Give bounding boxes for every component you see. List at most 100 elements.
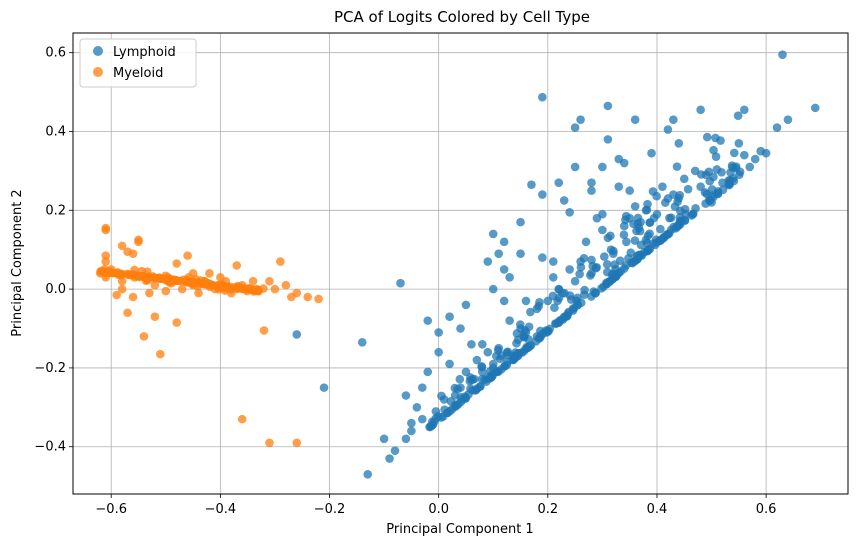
- data-point-lymphoid: [390, 446, 400, 455]
- data-point-lymphoid: [467, 375, 476, 385]
- data-point-lymphoid: [575, 269, 584, 279]
- data-point-myeloid: [270, 284, 280, 294]
- data-point-lymphoid: [505, 316, 514, 325]
- data-point-lymphoid: [570, 276, 580, 286]
- data-point-lymphoid: [635, 226, 645, 236]
- data-point-myeloid: [182, 277, 191, 287]
- data-point-myeloid: [145, 288, 154, 298]
- data-point-myeloid: [248, 276, 258, 286]
- data-point-lymphoid: [778, 50, 787, 59]
- data-point-lymphoid: [417, 414, 427, 424]
- data-point-lymphoid: [750, 154, 760, 164]
- data-point-myeloid: [117, 276, 127, 286]
- data-point-lymphoid: [426, 422, 436, 431]
- data-point-myeloid: [123, 247, 132, 256]
- data-point-lymphoid: [554, 284, 564, 294]
- data-point-lymphoid: [532, 332, 542, 341]
- data-point-lymphoid: [675, 190, 685, 200]
- data-point-lymphoid: [461, 367, 471, 377]
- data-point-lymphoid: [711, 133, 720, 143]
- data-point-lymphoid: [475, 382, 485, 391]
- data-point-lymphoid: [483, 257, 493, 266]
- data-point-myeloid: [292, 288, 302, 298]
- data-point-lymphoid: [292, 330, 302, 339]
- y-tick-label: 0.2: [45, 203, 66, 218]
- data-point-myeloid: [123, 308, 132, 318]
- data-point-lymphoid: [456, 383, 465, 392]
- data-point-myeloid: [232, 284, 242, 294]
- data-point-lymphoid: [487, 372, 497, 382]
- legend-box: [79, 38, 197, 88]
- data-point-lymphoid: [674, 139, 684, 148]
- data-point-myeloid: [303, 292, 312, 302]
- data-point-lymphoid: [696, 182, 705, 191]
- data-point-lymphoid: [451, 400, 460, 409]
- data-point-lymphoid: [672, 162, 682, 171]
- data-point-myeloid: [281, 280, 291, 290]
- data-point-lymphoid: [587, 292, 596, 301]
- data-point-myeloid: [194, 288, 203, 298]
- data-points: [95, 50, 820, 479]
- data-point-lymphoid: [613, 269, 622, 279]
- data-point-myeloid: [292, 438, 302, 448]
- y-tick-label: −0.4: [34, 440, 66, 455]
- data-point-lymphoid: [488, 229, 498, 239]
- x-tick-label: −0.6: [95, 502, 127, 517]
- data-point-myeloid: [117, 241, 127, 251]
- data-point-myeloid: [112, 269, 121, 278]
- data-point-lymphoid: [652, 209, 662, 219]
- data-point-lymphoid: [407, 426, 416, 436]
- data-point-myeloid: [101, 251, 111, 260]
- legend-marker-myeloid: [93, 67, 103, 77]
- data-point-myeloid: [156, 349, 165, 359]
- data-point-lymphoid: [587, 178, 596, 188]
- data-point-lymphoid: [745, 162, 755, 172]
- data-point-lymphoid: [423, 316, 433, 325]
- data-point-lymphoid: [478, 367, 487, 377]
- data-point-lymphoid: [740, 150, 749, 160]
- data-point-lymphoid: [731, 163, 740, 173]
- data-point-lymphoid: [363, 469, 373, 479]
- data-point-lymphoid: [568, 304, 578, 313]
- data-point-lymphoid: [609, 249, 618, 258]
- data-point-lymphoid: [543, 296, 553, 306]
- data-point-lymphoid: [580, 285, 589, 295]
- chart-title: PCA of Logits Colored by Cell Type: [334, 8, 590, 26]
- data-point-lymphoid: [450, 391, 460, 400]
- legend: Lymphoid Myeloid: [79, 38, 197, 88]
- data-point-lymphoid: [663, 125, 673, 134]
- data-point-lymphoid: [683, 184, 693, 194]
- data-point-lymphoid: [319, 383, 329, 392]
- data-point-lymphoid: [645, 229, 654, 239]
- data-point-lymphoid: [729, 148, 739, 158]
- legend-marker-lymphoid: [93, 46, 103, 56]
- data-point-lymphoid: [711, 152, 721, 161]
- data-point-lymphoid: [630, 202, 640, 211]
- data-point-lymphoid: [598, 225, 607, 235]
- data-point-lymphoid: [597, 284, 606, 293]
- x-tick-label: 0.4: [647, 502, 668, 517]
- data-point-myeloid: [112, 290, 121, 300]
- data-point-lymphoid: [570, 162, 580, 172]
- data-point-lymphoid: [527, 180, 536, 189]
- data-point-lymphoid: [756, 146, 765, 156]
- data-point-lymphoid: [488, 284, 498, 294]
- data-point-myeloid: [276, 257, 285, 266]
- y-tick-label: 0.0: [45, 282, 66, 297]
- data-point-lymphoid: [598, 162, 607, 172]
- data-point-lymphoid: [734, 139, 744, 148]
- data-point-lymphoid: [701, 170, 711, 180]
- data-point-lymphoid: [622, 237, 631, 247]
- x-tick-label: 0.0: [428, 502, 449, 517]
- data-point-lymphoid: [602, 278, 611, 288]
- data-point-lymphoid: [466, 384, 475, 394]
- data-point-myeloid: [221, 276, 231, 286]
- data-point-lymphoid: [357, 338, 367, 347]
- data-point-lymphoid: [709, 145, 718, 155]
- data-point-myeloid: [254, 286, 263, 296]
- data-point-lymphoid: [630, 256, 640, 266]
- data-point-myeloid: [199, 276, 209, 286]
- data-point-lymphoid: [702, 132, 712, 142]
- data-point-myeloid: [177, 284, 187, 294]
